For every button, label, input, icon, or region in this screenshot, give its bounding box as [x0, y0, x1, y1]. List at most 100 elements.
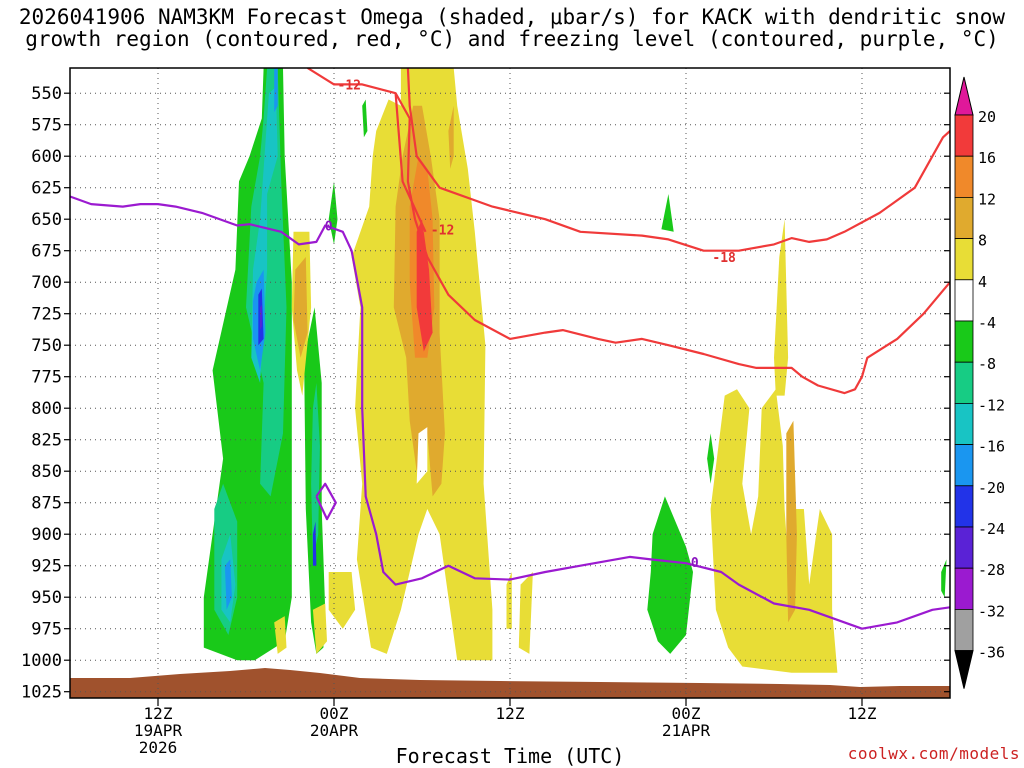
- omega-area: [362, 99, 368, 138]
- colorbar-band: [954, 361, 974, 404]
- y-axis: 550 575 600 625 650 675 700 725 750 775 800 825 850 8…: [21, 84, 950, 703]
- omega-area: [416, 219, 433, 352]
- x-tick-label: 21APR: [662, 721, 711, 740]
- y-tick-label: 575: [31, 116, 62, 136]
- colorbar-band: [954, 402, 974, 445]
- dgz-contour-label: -18: [712, 251, 736, 266]
- omega-area: [293, 257, 308, 358]
- freezing-level-line: [315, 482, 337, 521]
- colorbar-label: 20: [978, 108, 996, 126]
- omega-area: [312, 521, 317, 566]
- freezing-level-label: 0: [325, 220, 333, 235]
- omega-area: [707, 433, 715, 484]
- y-tick-label: 750: [31, 336, 62, 356]
- omega-area: [506, 572, 512, 629]
- omega-area: [448, 105, 454, 169]
- colorbar-band: [954, 567, 974, 610]
- y-tick-label: 600: [31, 147, 62, 167]
- colorbar: 20 16 12 8 4 -4 -8 -12 -16 -20 -24 -28 -32 -36: [954, 76, 1005, 689]
- colorbar-band: [954, 609, 974, 652]
- omega-gap: [416, 427, 428, 484]
- colorbar-label: -16: [978, 438, 1005, 456]
- credit-text: coolwx.com/models: [847, 744, 1020, 763]
- colorbar-label: 12: [978, 190, 996, 208]
- x-tick-label: 12Z: [848, 704, 877, 723]
- grid-lines: [70, 68, 950, 698]
- y-tick-label: 1000: [21, 651, 62, 671]
- contour-lines: -12 -18 -12 0 0: [70, 68, 950, 630]
- freezing-level-label: 0: [691, 556, 699, 571]
- colorbar-band: [954, 238, 974, 281]
- y-tick-label: 925: [31, 557, 62, 577]
- y-tick-label: 675: [31, 242, 62, 262]
- title-line-2: growth region (contoured, red, °C) and f…: [25, 27, 999, 51]
- omega-area: [328, 181, 338, 245]
- x-tick-label: 00Z: [320, 704, 349, 723]
- colorbar-band: [954, 279, 974, 322]
- y-tick-label: 1025: [21, 683, 62, 703]
- omega-area: [312, 603, 327, 654]
- x-tick-label: 00Z: [672, 704, 701, 723]
- dgz-contour-label: -12: [431, 223, 454, 238]
- omega-shading: [203, 68, 947, 673]
- x-axis-title: Forecast Time (UTC): [395, 744, 625, 768]
- y-tick-label: 550: [31, 84, 62, 104]
- x-tick-label: 2026: [139, 738, 178, 757]
- colorbar-band: [954, 526, 974, 569]
- y-tick-label: 875: [31, 494, 62, 514]
- colorbar-label: 4: [978, 273, 987, 291]
- x-tick-label: 19APR: [134, 721, 183, 740]
- omega-area: [647, 496, 693, 654]
- colorbar-label: 8: [978, 232, 987, 250]
- omega-area: [710, 389, 838, 673]
- y-tick-label: 975: [31, 620, 62, 640]
- colorbar-band: [954, 196, 974, 239]
- y-tick-label: 700: [31, 273, 62, 293]
- colorbar-label: -4: [978, 314, 996, 332]
- colorbar-band: [954, 485, 974, 528]
- omega-area: [786, 420, 797, 623]
- colorbar-bottom-arrow: [954, 650, 974, 689]
- x-tick-label: 12Z: [144, 704, 173, 723]
- colorbar-label: -20: [978, 479, 1005, 497]
- y-tick-label: 950: [31, 588, 62, 608]
- omega-area: [518, 572, 533, 654]
- y-tick-label: 825: [31, 431, 62, 451]
- chart-title: 2026041906 NAM3KM Forecast Omega (shaded…: [0, 6, 1024, 50]
- y-tick-label: 800: [31, 399, 62, 419]
- y-tick-label: 850: [31, 462, 62, 482]
- freezing-level-line: [70, 195, 950, 630]
- colorbar-top-arrow: [954, 76, 974, 116]
- x-tick-label: 20APR: [310, 721, 359, 740]
- dgz-contour-line: [406, 68, 950, 252]
- colorbar-label: -24: [978, 520, 1005, 538]
- omega-area: [661, 194, 674, 232]
- colorbar-band: [954, 114, 974, 157]
- y-tick-label: 650: [31, 210, 62, 230]
- colorbar-band: [954, 444, 974, 487]
- title-line-1: 2026041906 NAM3KM Forecast Omega (shaded…: [18, 5, 1006, 29]
- omega-area: [774, 219, 789, 396]
- colorbar-label: -36: [978, 644, 1005, 662]
- colorbar-band: [954, 155, 974, 198]
- x-tick-label: 12Z: [496, 704, 525, 723]
- colorbar-band: [954, 320, 974, 363]
- colorbar-label: -12: [978, 396, 1005, 414]
- omega-area: [260, 304, 262, 331]
- y-tick-label: 625: [31, 179, 62, 199]
- y-tick-label: 775: [31, 368, 62, 388]
- y-tick-label: 725: [31, 305, 62, 325]
- y-tick-label: 900: [31, 525, 62, 545]
- colorbar-label: -28: [978, 561, 1005, 579]
- dgz-contour-label: -12: [338, 78, 361, 93]
- omega-area: [274, 616, 287, 654]
- colorbar-label: 16: [978, 149, 996, 167]
- colorbar-label: -8: [978, 355, 996, 373]
- colorbar-label: -32: [978, 602, 1005, 620]
- dgz-contour-line: [394, 93, 427, 233]
- dgz-contour-line: [307, 68, 950, 395]
- omega-area: [328, 572, 356, 629]
- omega-area: [274, 68, 278, 113]
